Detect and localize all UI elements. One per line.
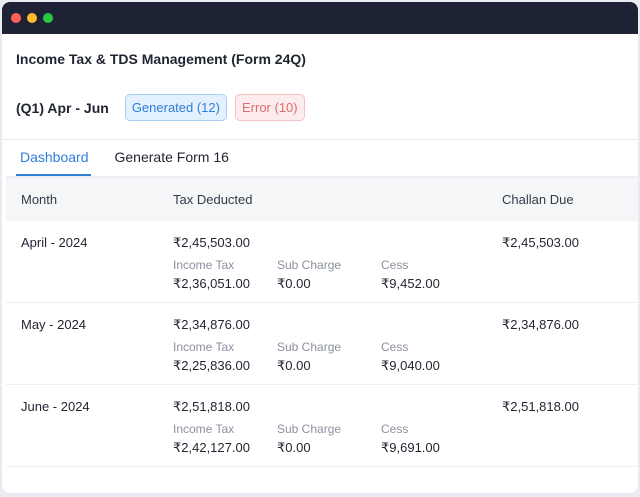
income-tax-value: ₹2,25,836.00 (173, 358, 250, 373)
sub-charge-label: Sub Charge (277, 258, 342, 272)
cess-value: ₹9,452.00 (381, 276, 440, 291)
header-tax-deducted: Tax Deducted (173, 192, 253, 207)
income-tax-cell: Income Tax ₹2,42,127.00 (173, 422, 250, 456)
income-tax-cell: Income Tax ₹2,36,051.00 (173, 258, 250, 292)
table-header: Month Tax Deducted Challan Due (6, 176, 638, 221)
income-tax-label: Income Tax (173, 258, 235, 272)
income-tax-value: ₹2,42,127.00 (173, 440, 250, 455)
sub-charge-value: ₹0.00 (277, 440, 311, 455)
cess-value: ₹9,040.00 (381, 358, 440, 373)
row-tax-deducted: ₹2,34,876.00 (173, 317, 250, 332)
page-title: Income Tax & TDS Management (Form 24Q) (16, 51, 306, 67)
window-titlebar (2, 2, 638, 34)
header-month: Month (21, 192, 58, 207)
cess-value: ₹9,691.00 (381, 440, 440, 455)
income-tax-label: Income Tax (173, 340, 235, 354)
cess-label: Cess (381, 340, 409, 354)
quarter-row: (Q1) Apr - Jun Generated (12) Error (10) (16, 94, 313, 121)
sub-charge-cell: Sub Charge ₹0.00 (277, 258, 341, 292)
close-window-button[interactable] (11, 13, 21, 23)
cess-label: Cess (381, 422, 409, 436)
generated-badge[interactable]: Generated (12) (124, 94, 227, 121)
minimize-window-button[interactable] (27, 13, 37, 23)
error-badge[interactable]: Error (10) (234, 94, 305, 121)
quarter-label: (Q1) Apr - Jun (16, 99, 109, 116)
tab-bar: Dashboard Generate Form 16 (16, 139, 253, 176)
income-tax-value: ₹2,36,051.00 (173, 276, 250, 291)
sub-charge-cell: Sub Charge ₹0.00 (277, 340, 341, 374)
row-month: May - 2024 (21, 317, 87, 332)
cess-cell: Cess ₹9,452.00 (381, 258, 440, 292)
row-challan-due: ₹2,51,818.00 (502, 399, 579, 414)
tab-dashboard[interactable]: Dashboard (16, 139, 91, 176)
tab-generate-form-16[interactable]: Generate Form 16 (114, 149, 229, 165)
row-challan-due: ₹2,34,876.00 (502, 317, 579, 332)
row-month: April - 2024 (21, 235, 88, 250)
row-tax-deducted: ₹2,45,503.00 (173, 235, 250, 250)
cess-label: Cess (381, 258, 409, 272)
sub-charge-label: Sub Charge (277, 340, 342, 354)
table-row[interactable]: April - 2024 ₹2,45,503.00 ₹2,45,503.00 I… (6, 221, 638, 303)
tds-table: Month Tax Deducted Challan Due April - 2… (6, 176, 638, 467)
tabs-divider (2, 139, 638, 140)
maximize-window-button[interactable] (43, 13, 53, 23)
income-tax-cell: Income Tax ₹2,25,836.00 (173, 340, 250, 374)
sub-charge-value: ₹0.00 (277, 358, 311, 373)
cess-cell: Cess ₹9,040.00 (381, 340, 440, 374)
cess-cell: Cess ₹9,691.00 (381, 422, 440, 456)
sub-charge-cell: Sub Charge ₹0.00 (277, 422, 341, 456)
row-tax-deducted: ₹2,51,818.00 (173, 399, 250, 414)
income-tax-label: Income Tax (173, 422, 235, 436)
row-month: June - 2024 (21, 399, 90, 414)
table-row[interactable]: June - 2024 ₹2,51,818.00 ₹2,51,818.00 In… (6, 385, 638, 467)
sub-charge-value: ₹0.00 (277, 276, 311, 291)
row-challan-due: ₹2,45,503.00 (502, 235, 579, 250)
table-row[interactable]: May - 2024 ₹2,34,876.00 ₹2,34,876.00 Inc… (6, 303, 638, 385)
header-challan-due: Challan Due (502, 192, 574, 207)
sub-charge-label: Sub Charge (277, 422, 342, 436)
